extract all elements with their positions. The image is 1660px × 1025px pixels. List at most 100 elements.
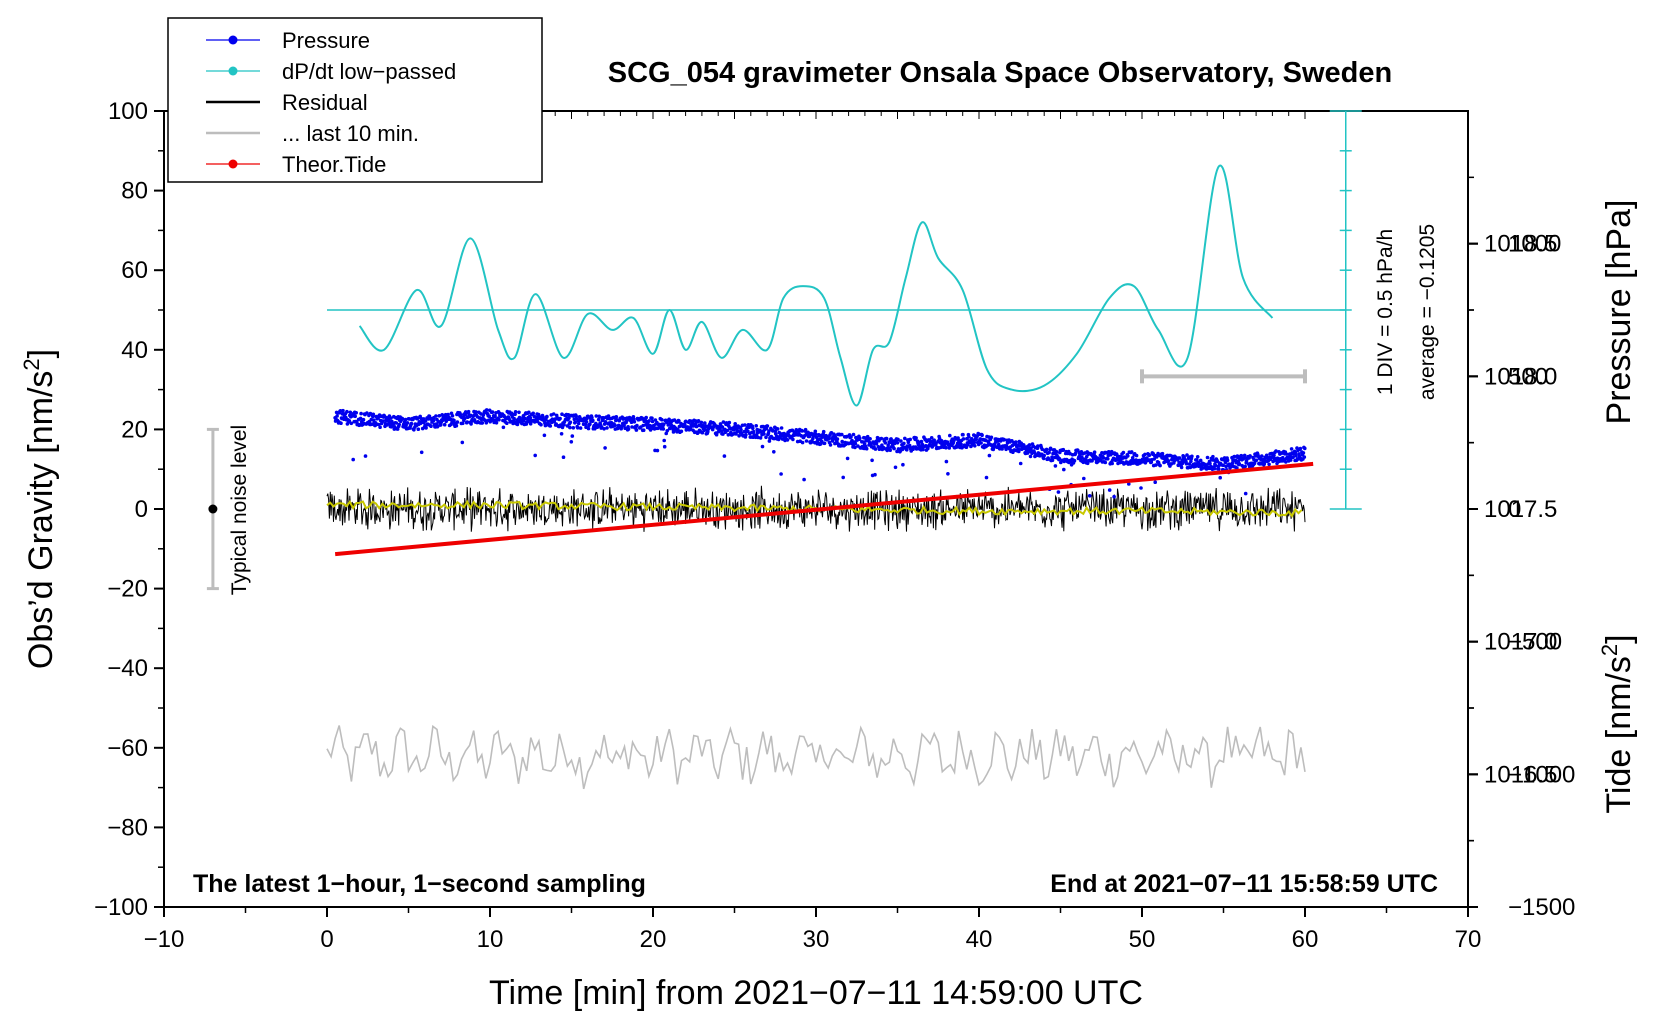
- pressure-point: [739, 428, 743, 432]
- pressure-point: [429, 424, 433, 429]
- pressure-point: [751, 426, 755, 431]
- pressure-point: [400, 417, 405, 421]
- x-tick-label: 30: [803, 926, 830, 953]
- legend-label: Theor.Tide: [282, 152, 386, 177]
- pressure-point: [570, 434, 575, 438]
- pressure-point: [665, 429, 669, 433]
- pressure-point: [946, 472, 950, 476]
- pressure-point: [596, 417, 601, 422]
- pressure-point: [1213, 463, 1218, 468]
- pressure-point: [1153, 480, 1157, 485]
- pressure-point: [775, 427, 780, 431]
- x-tick-label: 40: [966, 926, 993, 953]
- pressure-point: [1211, 454, 1215, 459]
- pressure-point: [679, 429, 684, 434]
- pressure-point: [1187, 462, 1192, 466]
- pressure-point: [531, 411, 535, 416]
- pressure-point: [586, 426, 591, 431]
- pressure-point: [539, 422, 543, 427]
- pressure-point: [773, 429, 778, 433]
- pressure-point: [754, 424, 758, 428]
- pressure-point: [840, 432, 844, 437]
- pressure-point: [959, 442, 963, 447]
- pressure-point: [1072, 458, 1077, 463]
- pressure-point: [703, 428, 708, 432]
- pressure-point: [1103, 460, 1108, 465]
- pressure-point: [1050, 455, 1054, 460]
- pressure-point: [635, 423, 639, 428]
- pressure-point: [512, 416, 516, 421]
- pressure-point: [365, 411, 369, 415]
- pressure-point: [1254, 458, 1259, 463]
- y-tick-label: 40: [121, 337, 148, 364]
- x-axis-title: Time [min] from 2021−07−11 14:59:00 UTC: [489, 974, 1143, 1012]
- pressure-point: [873, 472, 877, 477]
- scale-label: 1 DIV = 0.5 hPa/h: [1374, 229, 1397, 395]
- pressure-point: [814, 432, 818, 437]
- pressure-point: [558, 416, 562, 421]
- pressure-point: [528, 422, 533, 426]
- pressure-point: [888, 448, 892, 453]
- pressure-point: [575, 426, 580, 430]
- pressure-point: [626, 427, 631, 431]
- pressure-point: [613, 423, 617, 428]
- pressure-point: [919, 439, 924, 444]
- pressure-point: [873, 447, 878, 451]
- pressure-point: [779, 426, 784, 430]
- pressure-point: [903, 436, 907, 441]
- pressure-point: [1087, 494, 1092, 498]
- legend-marker: [228, 159, 238, 169]
- axes-layer: −10 0 10 20 30 40 50 60 70100806040200−20−40−60−…: [94, 98, 1575, 953]
- pressure-point: [412, 428, 416, 432]
- pressure-point: [1185, 453, 1189, 457]
- pressure-point: [630, 425, 634, 429]
- pressure-point: [987, 453, 992, 458]
- pressure-point: [908, 437, 912, 442]
- pressure-point: [358, 416, 363, 421]
- pressure-point: [760, 444, 765, 449]
- pressure-point: [1018, 461, 1023, 466]
- pressure-tick-label: 1018.0: [1484, 363, 1557, 390]
- pressure-point: [424, 426, 428, 430]
- pressure-point: [561, 455, 566, 460]
- chart-title: SCG_054 gravimeter Onsala Space Observat…: [608, 57, 1392, 89]
- pressure-point: [762, 432, 766, 436]
- pressure-point: [726, 433, 731, 437]
- pressure-point: [395, 427, 400, 431]
- pressure-point: [961, 437, 966, 441]
- pressure-point: [989, 435, 994, 440]
- pressure-point: [1152, 457, 1156, 461]
- pressure-tick-label: 1018.5: [1484, 231, 1557, 258]
- pressure-point: [785, 438, 790, 442]
- legend-label: dP/dt low−passed: [282, 59, 456, 84]
- pressure-point: [1127, 482, 1131, 486]
- pressure-point: [800, 440, 805, 445]
- pressure-point: [1293, 450, 1298, 455]
- x-tick-label: 10: [477, 926, 504, 953]
- y-axis-title-pressure: Pressure [hPa]: [1600, 200, 1638, 425]
- pressure-point: [494, 421, 499, 425]
- pressure-point: [1036, 444, 1040, 448]
- pressure-point: [632, 420, 637, 424]
- pressure-point: [731, 428, 736, 432]
- pressure-point: [1272, 453, 1276, 458]
- pressure-point: [650, 419, 655, 424]
- pressure-point: [568, 425, 572, 430]
- pressure-point: [513, 410, 518, 414]
- y-tick-label: −100: [94, 894, 148, 921]
- pressure-point: [351, 457, 356, 462]
- last-10-min-series: [326, 724, 1306, 790]
- pressure-point: [905, 448, 909, 452]
- pressure-point: [1041, 456, 1046, 461]
- y-axis-title-tide: Tide [nm/s2]: [1597, 634, 1638, 813]
- pressure-point: [545, 414, 549, 419]
- pressure-point: [714, 432, 719, 437]
- pressure-point: [803, 427, 808, 432]
- pressure-point: [578, 426, 583, 430]
- pressure-point: [416, 427, 421, 432]
- pressure-point: [484, 408, 489, 412]
- pressure-point: [1056, 490, 1061, 494]
- pressure-point: [1303, 446, 1307, 451]
